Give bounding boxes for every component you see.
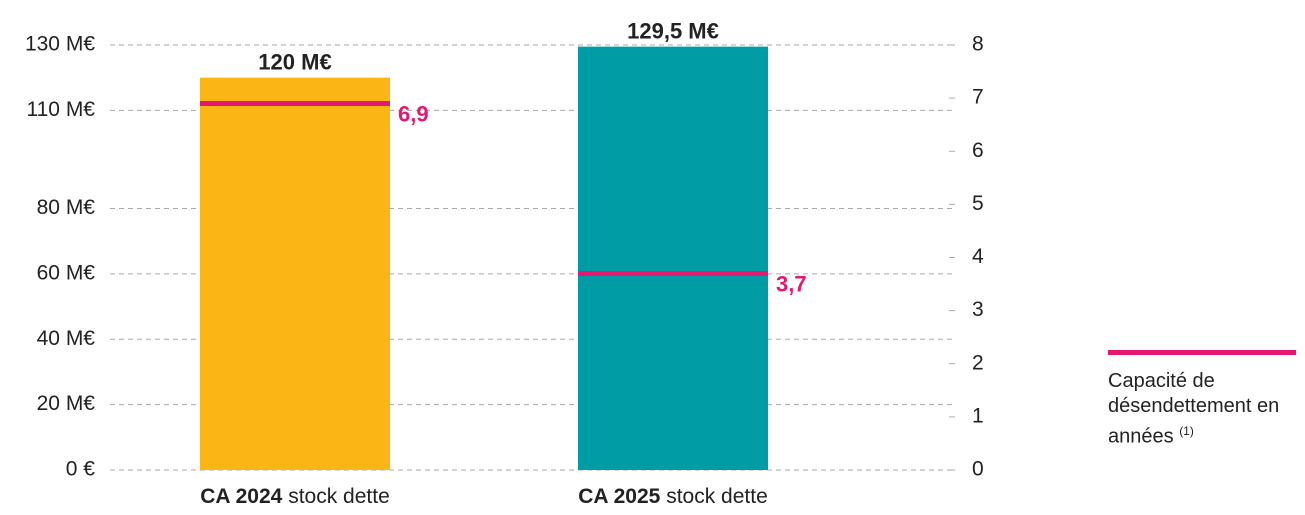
category-name: CA 2025 <box>578 485 660 508</box>
y-tick-label: 40 M€ <box>37 327 96 350</box>
legend-name: Capacité de désendettement en années <box>1108 370 1280 448</box>
x-tick-label: CA 2024 stock dette <box>200 485 390 508</box>
value-label: 129,5 M€ <box>627 18 719 43</box>
category-suffix: stock dette <box>666 485 768 508</box>
y2-tick-label: 3 <box>972 298 984 321</box>
bar <box>200 77 390 470</box>
legend-swatch <box>1108 350 1296 355</box>
x-tick-label: CA 2025 stock dette <box>578 485 768 508</box>
y2-tick-label: 0 <box>972 458 984 481</box>
y2-tick-label: 7 <box>972 86 984 109</box>
y2-tick-label: 5 <box>972 192 984 215</box>
y-tick-label: 60 M€ <box>37 261 96 284</box>
y2-tick-label: 6 <box>972 139 984 162</box>
y-tick-label: 110 M€ <box>27 98 96 121</box>
legend: Capacité de désendettement en années (1) <box>1108 350 1298 450</box>
y-tick-label: 80 M€ <box>37 196 96 219</box>
category-name: CA 2024 <box>200 485 282 508</box>
y2-tick-label: 8 <box>972 33 984 56</box>
category-suffix: stock dette <box>288 485 390 508</box>
y-tick-label: 130 M€ <box>25 33 95 56</box>
y2-tick-label: 4 <box>972 245 984 268</box>
y2-tick-label: 2 <box>972 351 984 374</box>
value-label: 120 M€ <box>258 50 331 75</box>
ratio-label: 6,9 <box>398 101 429 126</box>
y2-tick-label: 1 <box>972 404 984 427</box>
legend-label: Capacité de désendettement en années (1) <box>1108 369 1298 450</box>
y-tick-label: 0 € <box>66 458 96 481</box>
bar <box>578 46 768 471</box>
ratio-label: 3,7 <box>776 271 807 296</box>
legend-footnote: (1) <box>1179 424 1194 438</box>
y-tick-label: 20 M€ <box>37 392 96 415</box>
